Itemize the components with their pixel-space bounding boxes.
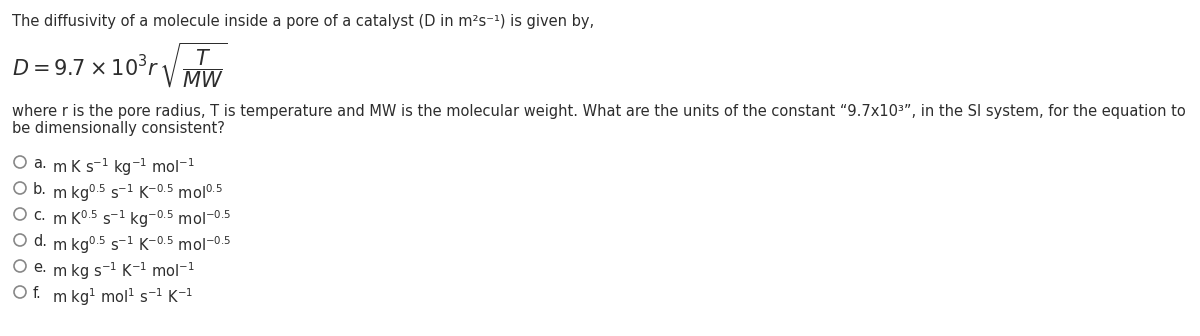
Text: e.: e. bbox=[34, 260, 47, 275]
Text: m kg$^{0.5}$ s$^{-1}$ K$^{-0.5}$ mol$^{-0.5}$: m kg$^{0.5}$ s$^{-1}$ K$^{-0.5}$ mol$^{-… bbox=[52, 234, 232, 256]
Text: b.: b. bbox=[34, 182, 47, 197]
Text: The diffusivity of a molecule inside a pore of a catalyst (D in m²s⁻¹) is given : The diffusivity of a molecule inside a p… bbox=[12, 14, 594, 29]
Text: m kg$^{0.5}$ s$^{-1}$ K$^{-0.5}$ mol$^{0.5}$: m kg$^{0.5}$ s$^{-1}$ K$^{-0.5}$ mol$^{0… bbox=[52, 182, 223, 204]
Text: a.: a. bbox=[34, 156, 47, 171]
Text: where r is the pore radius, T is temperature and MW is the molecular weight. Wha: where r is the pore radius, T is tempera… bbox=[12, 104, 1186, 136]
Text: m kg$^1$ mol$^1$ s$^{-1}$ K$^{-1}$: m kg$^1$ mol$^1$ s$^{-1}$ K$^{-1}$ bbox=[52, 286, 193, 308]
Text: d.: d. bbox=[34, 234, 47, 249]
Text: c.: c. bbox=[34, 208, 46, 223]
Text: m K$^{0.5}$ s$^{-1}$ kg$^{-0.5}$ mol$^{-0.5}$: m K$^{0.5}$ s$^{-1}$ kg$^{-0.5}$ mol$^{-… bbox=[52, 208, 232, 230]
Text: $D=9.7\times10^3r\,\sqrt{\dfrac{T}{MW}}$: $D=9.7\times10^3r\,\sqrt{\dfrac{T}{MW}}$ bbox=[12, 41, 228, 90]
Text: m kg s$^{-1}$ K$^{-1}$ mol$^{-1}$: m kg s$^{-1}$ K$^{-1}$ mol$^{-1}$ bbox=[52, 260, 194, 282]
Text: m K s$^{-1}$ kg$^{-1}$ mol$^{-1}$: m K s$^{-1}$ kg$^{-1}$ mol$^{-1}$ bbox=[52, 156, 194, 178]
Text: f.: f. bbox=[34, 286, 42, 301]
